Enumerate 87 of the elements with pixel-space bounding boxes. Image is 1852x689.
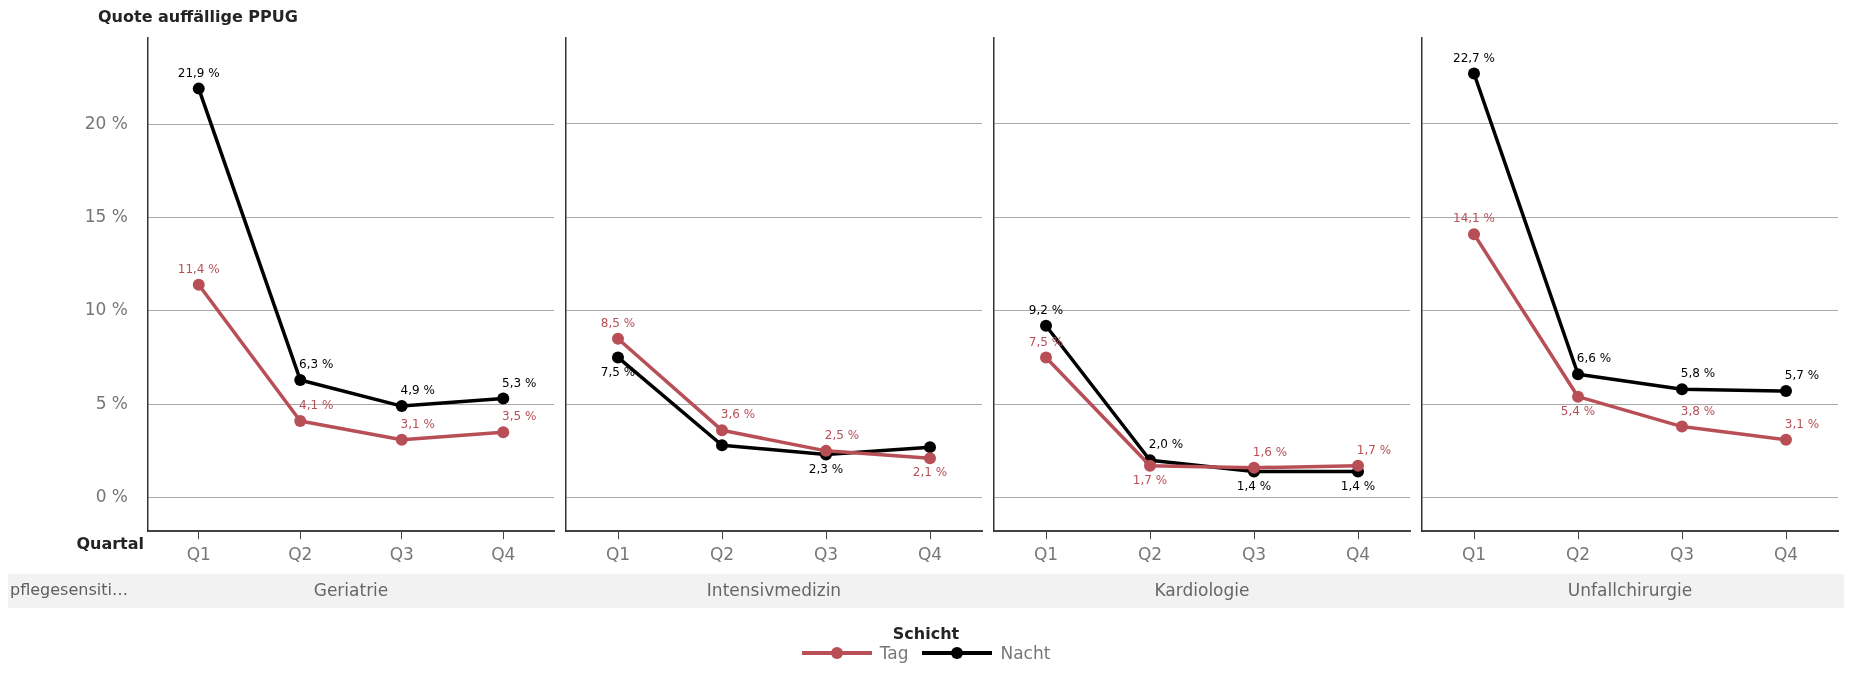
point — [612, 332, 624, 345]
text: Quartal — [76, 534, 144, 554]
x-tick-label: Q2 — [1565, 543, 1591, 564]
point — [1468, 228, 1480, 241]
point — [1572, 368, 1584, 381]
point — [192, 82, 205, 95]
data-label: 5,4 % — [1560, 403, 1596, 418]
x-axis-title: Unfallchirurgie — [1567, 580, 1693, 601]
data-label: 8,5 % — [600, 315, 636, 330]
point — [1144, 459, 1156, 472]
data-label: 5,3 % — [502, 375, 537, 390]
point — [1248, 461, 1260, 474]
data-label: 3,1 % — [400, 416, 435, 431]
data-label: 21,9 % — [177, 65, 220, 80]
data-label: 3,6 % — [720, 407, 756, 422]
x-axis-title: Intensivmedizin — [706, 580, 842, 601]
x-tick-label: Q4 — [491, 543, 516, 564]
x-tick-label: Q2 — [288, 543, 313, 564]
point — [924, 452, 936, 465]
x-tick-label: Q3 — [389, 543, 414, 564]
data-label: 2,5 % — [824, 427, 860, 442]
point — [1676, 383, 1688, 396]
point — [1352, 459, 1364, 472]
x-tick-label: Q2 — [709, 543, 735, 564]
y-tick-label: 0 % — [95, 486, 128, 507]
y-axis-title: Quote auffällige PPUG — [98, 7, 298, 27]
x-tick-label: Q3 — [1241, 543, 1267, 564]
point — [1676, 420, 1688, 433]
data-label: 1,4 % — [1340, 478, 1376, 493]
y-tick-label: 20 % — [84, 112, 128, 133]
x-tick-label: Q1 — [605, 543, 631, 564]
data-label: 2,0 % — [1148, 437, 1184, 452]
point — [395, 400, 408, 413]
x-tick-label: Q1 — [186, 543, 211, 564]
data-label: 5,8 % — [1680, 366, 1716, 381]
data-label: 11,4 % — [177, 261, 220, 276]
x-tick-label: Q3 — [813, 543, 839, 564]
data-label: 9,2 % — [1028, 302, 1064, 317]
y-tick-label: 15 % — [84, 205, 128, 226]
data-label: 3,1 % — [1784, 416, 1820, 431]
point — [716, 424, 728, 437]
point — [612, 351, 624, 364]
legend-title: Schicht — [892, 624, 960, 643]
x-tick-label: Q1 — [1461, 543, 1487, 564]
data-label: 1,7 % — [1356, 442, 1392, 457]
data-label: 1,7 % — [1132, 472, 1168, 487]
data-label: 3,8 % — [1680, 403, 1716, 418]
x-tick-label: Q4 — [917, 543, 943, 564]
point — [1780, 385, 1792, 398]
point — [924, 441, 936, 454]
x-tick-label: Q4 — [1345, 543, 1371, 564]
x-tick-label: Q1 — [1033, 543, 1059, 564]
data-label: 4,9 % — [400, 383, 435, 398]
point — [497, 392, 510, 405]
data-label: 6,3 % — [299, 357, 334, 372]
x-tick-label: Q2 — [1137, 543, 1163, 564]
data-label: 3,5 % — [502, 409, 537, 424]
data-label: 2,3 % — [808, 461, 844, 476]
y-tick-label: 5 % — [95, 392, 128, 413]
data-label: 14,1 % — [1453, 211, 1495, 226]
point — [192, 278, 205, 291]
point — [294, 415, 307, 428]
legend-label: Nacht — [1000, 643, 1051, 663]
x-axis-title: Geriatrie — [313, 580, 389, 601]
data-label: 1,4 % — [1236, 478, 1272, 493]
point — [1040, 351, 1052, 364]
data-label: 2,1 % — [912, 465, 948, 480]
x-tick-label: Q3 — [1669, 543, 1695, 564]
point — [1572, 390, 1584, 403]
point — [820, 444, 832, 457]
point — [497, 426, 510, 439]
data-label: 6,6 % — [1576, 351, 1612, 366]
legend-label: Tag — [879, 643, 909, 663]
data-label: 4,1 % — [299, 398, 334, 413]
point — [1780, 433, 1792, 446]
data-label: 22,7 % — [1453, 50, 1495, 65]
point — [1468, 67, 1480, 80]
y-tick-label: 10 % — [84, 299, 128, 320]
x-tick-label: Q4 — [1773, 543, 1799, 564]
data-label: 5,7 % — [1784, 368, 1820, 383]
point — [395, 433, 408, 446]
point — [716, 439, 728, 452]
data-label: 1,6 % — [1252, 444, 1288, 459]
x-axis-title: Kardiologie — [1154, 580, 1250, 601]
point — [294, 373, 307, 386]
text: pflegesensiti… — [10, 580, 128, 600]
point — [1040, 319, 1052, 332]
